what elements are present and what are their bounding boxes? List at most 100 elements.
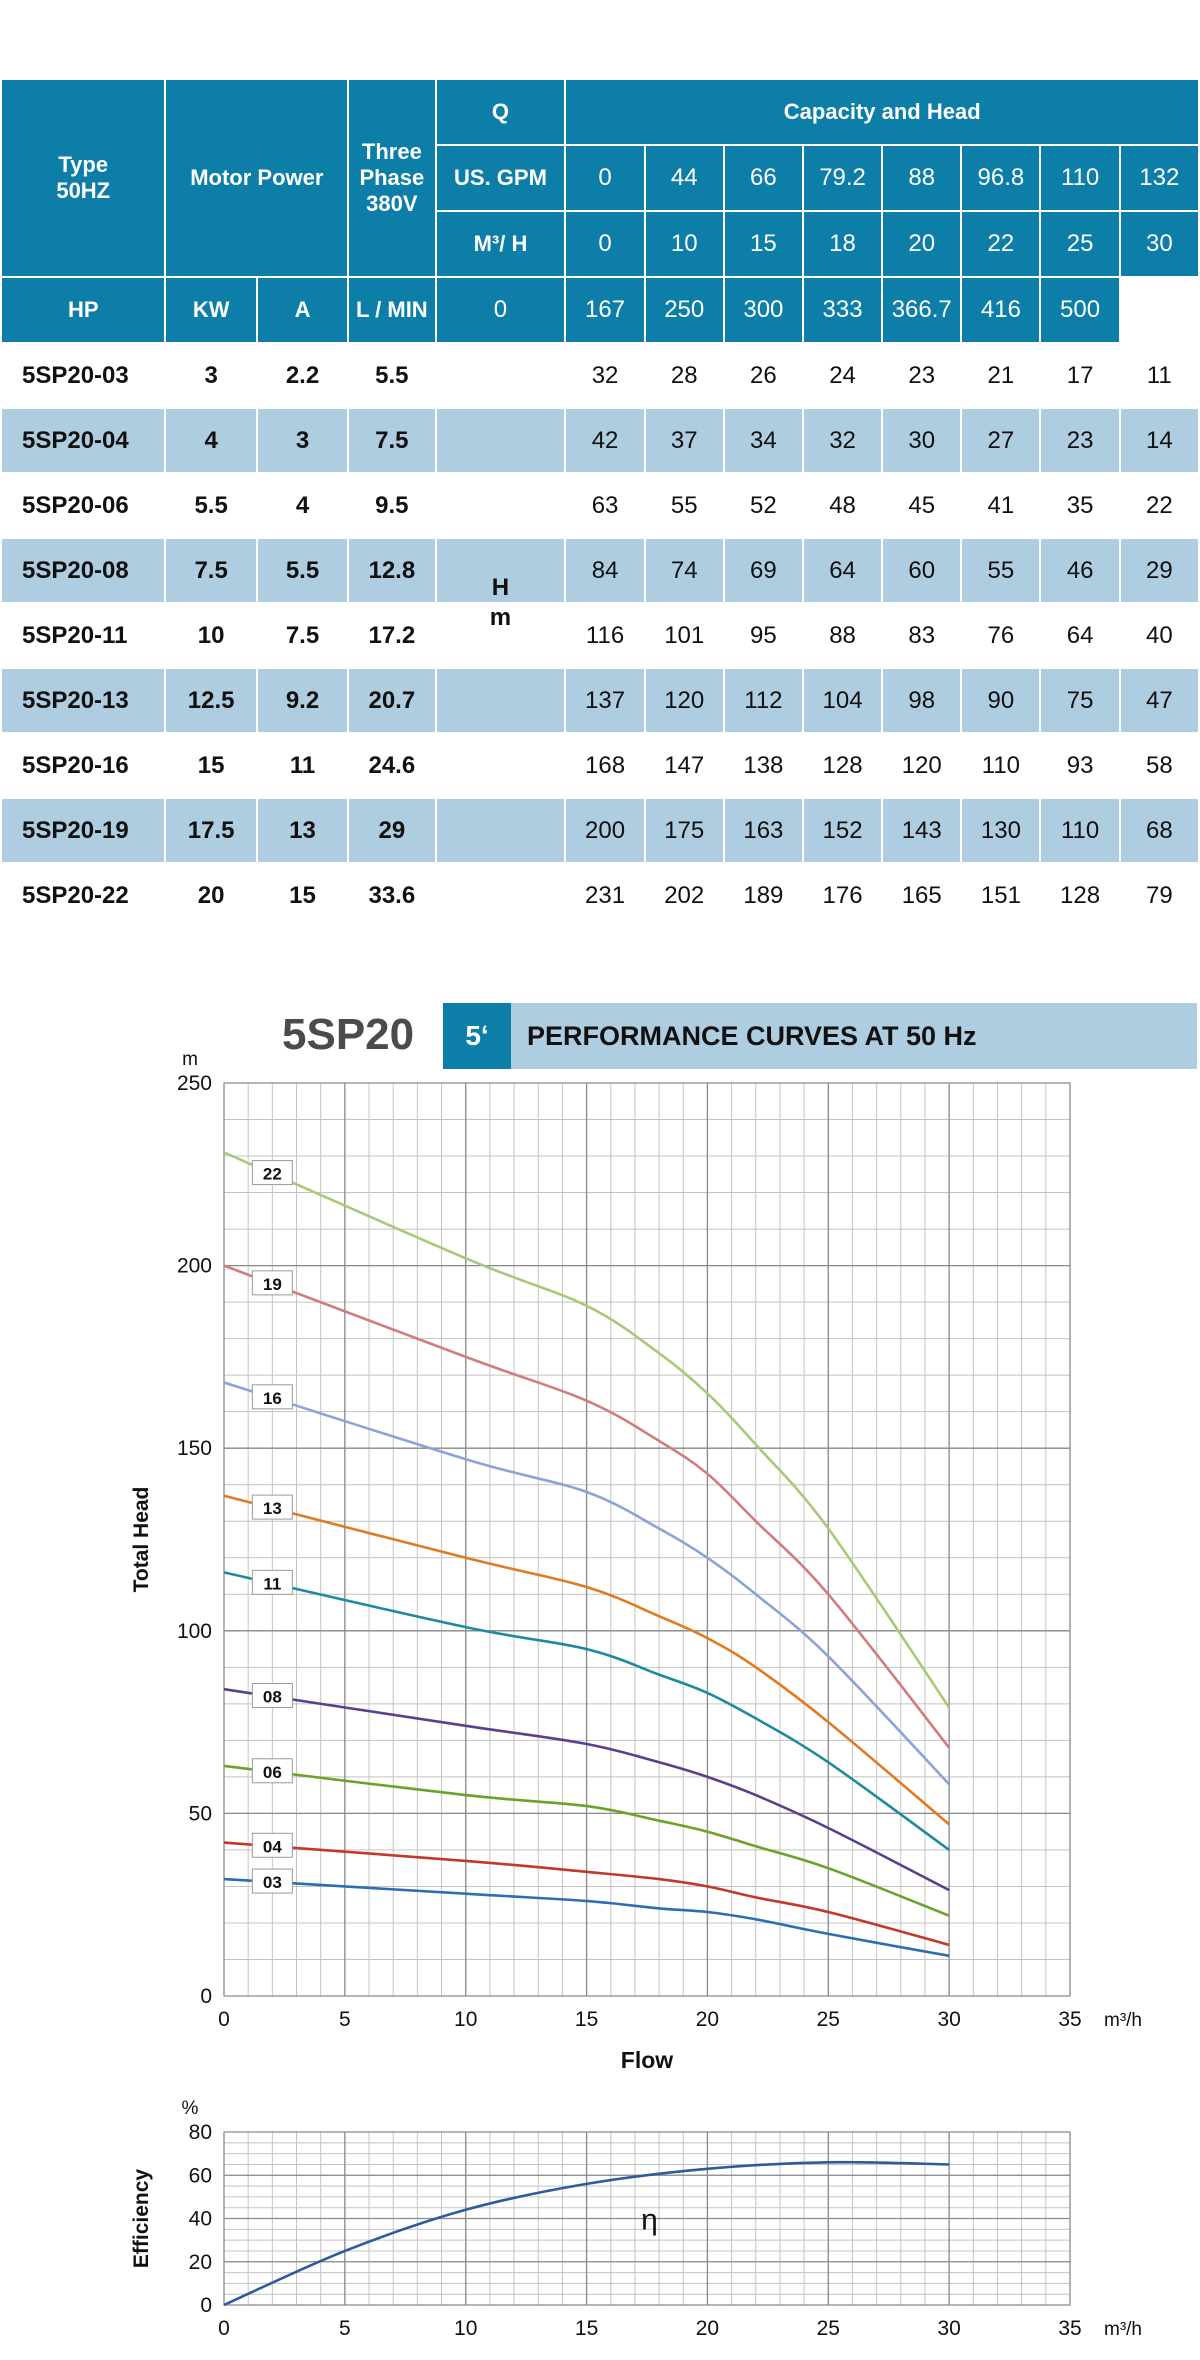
head-cell: 79	[1145, 881, 1173, 909]
series-line	[223, 1764, 950, 1917]
table-row: 5SP20-06 5.5 4 9.5 63 55 52 48 45 41 35 22	[2, 474, 1198, 537]
table-row: 5SP20-16 15 11 24.6 168 147 138 128 120 110 93 58	[2, 734, 1198, 797]
amp-cell: 5.5	[375, 361, 409, 389]
m3h-value: 10	[645, 212, 723, 276]
y-unit-label: %	[182, 2098, 199, 2119]
head-cell: 98	[883, 669, 961, 732]
head-cell: 46	[1041, 539, 1119, 602]
kw-cell: 15	[289, 881, 316, 909]
head-cell: 202	[664, 881, 705, 909]
y-tick-label: 0	[200, 2294, 212, 2317]
head-cell: 17	[1066, 361, 1094, 389]
head-cell: 64	[803, 539, 882, 602]
series-tag: 03	[263, 1873, 282, 1892]
lmin-value: 416	[962, 278, 1040, 342]
head-cell: 88	[829, 621, 856, 649]
amp-cell: 12.8	[349, 539, 435, 602]
hp-cell: 7.5	[166, 539, 256, 602]
gpm-value: 96.8	[962, 146, 1040, 210]
series-tag-box	[251, 1832, 293, 1858]
kw-cell: 13	[257, 799, 348, 862]
type-cell: 5SP20-06	[22, 491, 129, 519]
gpm-value: 0	[566, 146, 644, 210]
series-line	[223, 1151, 951, 1709]
x-tick-label: 25	[817, 2008, 840, 2031]
series-tag-box	[251, 1160, 293, 1186]
head-cell: 130	[962, 799, 1040, 862]
series-line	[223, 1494, 950, 1826]
head-cell: 112	[724, 669, 802, 732]
head-cell: 74	[645, 539, 723, 602]
m3h-value: 20	[883, 212, 961, 276]
amp-cell: 7.5	[349, 409, 435, 472]
gpm-value: 66	[724, 146, 802, 210]
q-header: Q	[436, 80, 565, 144]
y-tick-label: 200	[177, 1255, 212, 1278]
hp-header: HP	[2, 278, 165, 342]
table-row: 5SP20-11 10 7.5 17.2 m 116 101 95 88 83 76 64 40	[2, 604, 1198, 667]
head-cell: 147	[664, 751, 705, 779]
head-cell: 55	[670, 491, 698, 519]
gpm-value: 110	[1041, 146, 1119, 210]
series-line	[223, 1877, 950, 1958]
head-cell: 175	[645, 799, 723, 862]
hp-cell: 12.5	[166, 669, 256, 732]
model-title: 5SP20	[282, 1010, 415, 1059]
x-axis-title: Flow	[621, 2047, 673, 2073]
head-cell: 21	[987, 361, 1015, 389]
head-cell: 37	[645, 409, 723, 472]
x-tick-label: 0	[218, 2008, 230, 2031]
head-cell: 137	[566, 669, 644, 732]
y-tick-label: 50	[189, 1802, 212, 1825]
x-unit-label: m³/h	[1104, 2319, 1142, 2340]
head-cell: 45	[908, 491, 936, 519]
head-cell: 143	[883, 799, 961, 862]
hp-cell: 4	[166, 409, 256, 472]
table-row: 5SP20-08 7.5 5.5 12.8 H 84 74 69 64 60 55 46 29	[2, 539, 1198, 602]
performance-table: Type 50HZ Motor Power Three Phase 380V Q Ca…	[0, 78, 1200, 929]
head-cell: 68	[1120, 799, 1198, 862]
x-tick-label: 0	[218, 2317, 230, 2340]
head-cell: 138	[743, 751, 784, 779]
head-cell: 93	[1066, 751, 1094, 779]
series-tag: 19	[263, 1275, 282, 1294]
gpm-value: 88	[883, 146, 961, 210]
amp-cell: 33.6	[368, 881, 416, 909]
head-cell: 76	[987, 621, 1015, 649]
table-row: 5SP20-22 20 15 33.6 231 202 189 176 165 151 128 79	[2, 864, 1198, 927]
series-tag: 04	[263, 1837, 282, 1856]
m3h-value: 30	[1120, 212, 1198, 276]
size-badge: 5ʻ	[443, 1003, 511, 1069]
head-cell: 48	[829, 491, 856, 519]
y-tick-label: 150	[177, 1437, 212, 1460]
m3h-value: 15	[724, 212, 802, 276]
three-phase-header: Three Phase 380V	[349, 80, 435, 276]
kw-cell: 11	[289, 751, 316, 779]
amp-cell: 24.6	[368, 751, 416, 779]
h-label: H	[436, 539, 565, 602]
series-tag: 06	[263, 1763, 282, 1782]
head-cell: 189	[743, 881, 784, 909]
head-cell: 64	[1066, 621, 1094, 649]
head-cell: 63	[591, 491, 619, 519]
x-tick-label: 35	[1058, 2008, 1081, 2031]
x-tick-label: 5	[339, 2317, 351, 2340]
head-cell: 84	[566, 539, 644, 602]
x-tick-label: 35	[1058, 2317, 1081, 2340]
x-tick-label: 15	[575, 2317, 598, 2340]
head-cell: 120	[901, 751, 942, 779]
hp-cell: 20	[197, 881, 225, 909]
series-tag: 11	[263, 1574, 281, 1593]
hp-cell: 3	[204, 361, 218, 389]
head-cell: 47	[1120, 669, 1198, 732]
x-unit-label: m³/h	[1104, 2010, 1142, 2031]
x-tick-label: 20	[696, 2008, 719, 2031]
lmin-value: 500	[1041, 278, 1119, 342]
series-tag-box	[251, 1683, 293, 1709]
x-tick-label: 25	[817, 2317, 840, 2340]
table-row: 5SP20-13 12.5 9.2 20.7 137 120 112 104 98 90 75 47	[2, 669, 1198, 732]
y-axis-title: Efficiency	[130, 2169, 153, 2269]
series-tag-box	[251, 1494, 293, 1520]
type-cell: 5SP20-22	[22, 881, 129, 909]
series-tag: 22	[263, 1165, 282, 1184]
